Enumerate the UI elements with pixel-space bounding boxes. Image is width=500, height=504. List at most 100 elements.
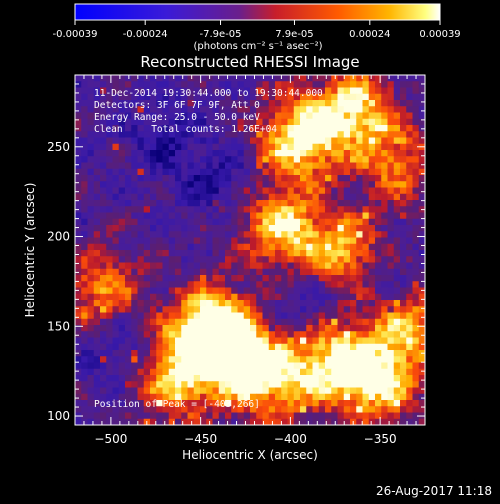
heatmap-pixel (293, 350, 301, 357)
heatmap-pixel (112, 331, 120, 338)
heatmap-pixel (375, 131, 382, 138)
heatmap-pixel (225, 250, 232, 257)
heatmap-pixel (206, 181, 213, 188)
heatmap-pixel (218, 250, 226, 257)
heatmap-pixel (162, 350, 170, 357)
heatmap-pixel (125, 343, 132, 351)
heatmap-pixel (218, 406, 226, 413)
heatmap-pixel (268, 118, 276, 126)
heatmap-pixel (368, 156, 376, 163)
heatmap-pixel (262, 368, 270, 376)
heatmap-pixel (300, 87, 307, 95)
heatmap-pixel (325, 181, 332, 188)
heatmap-pixel (362, 325, 370, 332)
heatmap-pixel (356, 350, 363, 357)
heatmap-pixel (400, 150, 407, 157)
heatmap-pixel (175, 250, 182, 257)
heatmap-pixel (243, 287, 251, 295)
heatmap-pixel (356, 143, 363, 151)
heatmap-pixel (131, 218, 138, 226)
heatmap-pixel (168, 193, 176, 201)
heatmap-pixel (212, 362, 220, 370)
heatmap-pixel (106, 225, 113, 232)
heatmap-pixel (262, 287, 270, 295)
heatmap-pixel (368, 362, 376, 370)
heatmap-pixel (131, 250, 138, 257)
heatmap-pixel (375, 212, 382, 220)
heatmap-pixel (275, 418, 282, 426)
heatmap-pixel (125, 325, 132, 332)
heatmap-pixel (75, 131, 82, 138)
heatmap-pixel (387, 100, 395, 107)
heatmap-pixel (306, 337, 313, 345)
annotation-clean-counts: Clean Total counts: 1.26E+04 (94, 124, 277, 135)
heatmap-pixel (356, 193, 363, 201)
heatmap-pixel (106, 231, 113, 238)
heatmap-pixel (100, 381, 107, 388)
heatmap-pixel (243, 106, 251, 113)
heatmap-pixel (243, 150, 251, 157)
heatmap-pixel (125, 206, 132, 213)
footer-timestamp: 26-Aug-2017 11:18 (376, 484, 492, 498)
heatmap-pixel (187, 118, 195, 126)
heatmap-pixel (362, 356, 370, 363)
heatmap-pixel (106, 187, 113, 195)
heatmap-pixel (237, 200, 245, 207)
heatmap-pixel (200, 331, 207, 338)
heatmap-pixel (125, 387, 132, 395)
heatmap-pixel (268, 137, 276, 145)
heatmap-pixel (100, 106, 107, 113)
heatmap-pixel (231, 156, 238, 163)
heatmap-pixel (237, 393, 245, 401)
heatmap-pixel (131, 187, 138, 195)
heatmap-pixel (350, 106, 357, 113)
heatmap-pixel (187, 412, 195, 420)
heatmap-pixel (331, 337, 338, 345)
heatmap-pixel (262, 262, 270, 270)
heatmap-pixel (93, 362, 101, 370)
heatmap-pixel (218, 193, 226, 201)
heatmap-pixel (106, 350, 113, 357)
heatmap-pixel (387, 387, 395, 395)
heatmap-pixel (293, 131, 301, 138)
heatmap-pixel (281, 375, 288, 382)
heatmap-pixel (356, 343, 363, 351)
heatmap-pixel (93, 150, 101, 157)
heatmap-pixel (300, 75, 307, 82)
heatmap-pixel (331, 331, 338, 338)
heatmap-pixel (243, 306, 251, 313)
heatmap-pixel (387, 256, 395, 263)
heatmap-pixel (268, 350, 276, 357)
heatmap-pixel (175, 131, 182, 138)
heatmap-pixel (193, 268, 201, 276)
heatmap-pixel (256, 143, 263, 151)
heatmap-pixel (387, 362, 395, 370)
heatmap-pixel (87, 143, 95, 151)
heatmap-pixel (306, 237, 313, 245)
heatmap-pixel (343, 225, 351, 232)
heatmap-pixel (256, 100, 263, 107)
heatmap-pixel (337, 100, 345, 107)
heatmap-pixel (343, 300, 351, 307)
heatmap-pixel (137, 312, 145, 320)
heatmap-pixel (100, 412, 107, 420)
heatmap-pixel (287, 250, 295, 257)
heatmap-pixel (150, 87, 157, 95)
heatmap-pixel (418, 381, 426, 388)
heatmap-pixel (412, 175, 420, 182)
heatmap-pixel (418, 375, 426, 382)
heatmap-pixel (250, 400, 257, 407)
heatmap-pixel (256, 118, 263, 126)
heatmap-pixel (287, 268, 295, 276)
heatmap-pixel (237, 275, 245, 282)
heatmap-pixel (100, 331, 107, 338)
heatmap-pixel (225, 137, 232, 145)
heatmap-pixel (143, 356, 151, 363)
heatmap-pixel (331, 275, 338, 282)
heatmap-pixel (418, 150, 426, 157)
heatmap-pixel (262, 343, 270, 351)
heatmap-pixel (350, 393, 357, 401)
heatmap-pixel (118, 393, 126, 401)
heatmap-pixel (262, 237, 270, 245)
heatmap-pixel (406, 406, 413, 413)
